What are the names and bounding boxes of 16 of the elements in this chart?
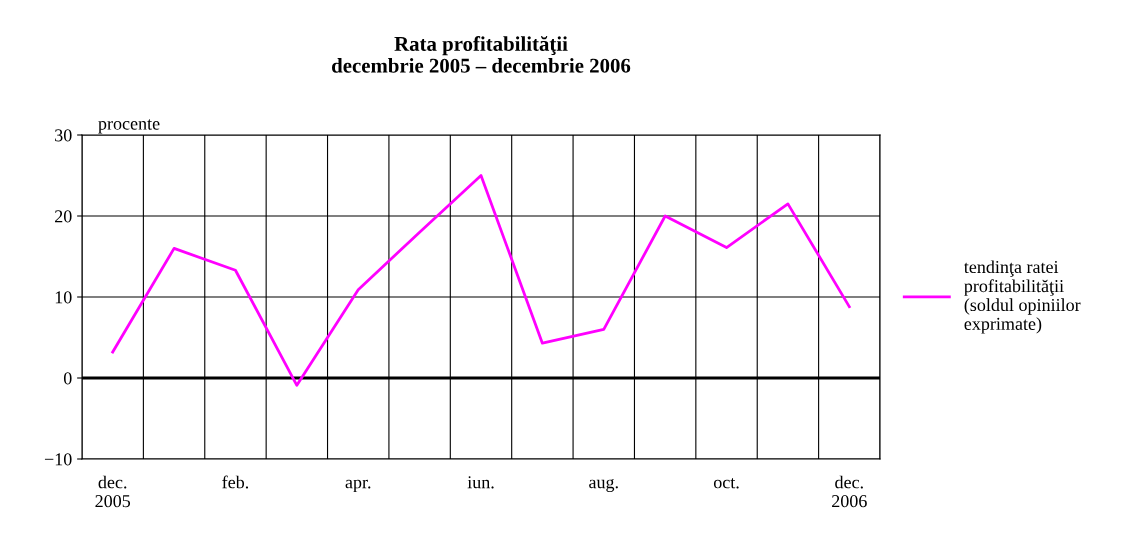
y-tick-label: −10 xyxy=(44,453,72,466)
x-tick-label: feb. xyxy=(222,475,249,489)
x-tick-label: dec. 2005 xyxy=(95,475,131,508)
line-series xyxy=(111,174,851,387)
y-tick-label: 10 xyxy=(55,291,72,304)
legend-label: tendinţa ratei profitabilităţii (soldul opiniilor exprimate) xyxy=(963,260,1081,334)
chart-title: Rata profitabilităţii decembrie 2005 – decembrie 2006 xyxy=(332,36,631,73)
y-axis-title: procente xyxy=(98,119,160,134)
y-tick-label: 30 xyxy=(55,129,72,142)
x-tick-label: dec. 2006 xyxy=(832,475,867,508)
x-tick-label: iun. xyxy=(467,476,494,489)
x-tick-label: apr. xyxy=(345,479,371,493)
x-tick-label: aug. xyxy=(589,478,618,493)
y-tick-label: 20 xyxy=(55,210,72,223)
y-tick-label: 0 xyxy=(63,372,72,385)
x-tick-label: oct. xyxy=(713,478,739,489)
